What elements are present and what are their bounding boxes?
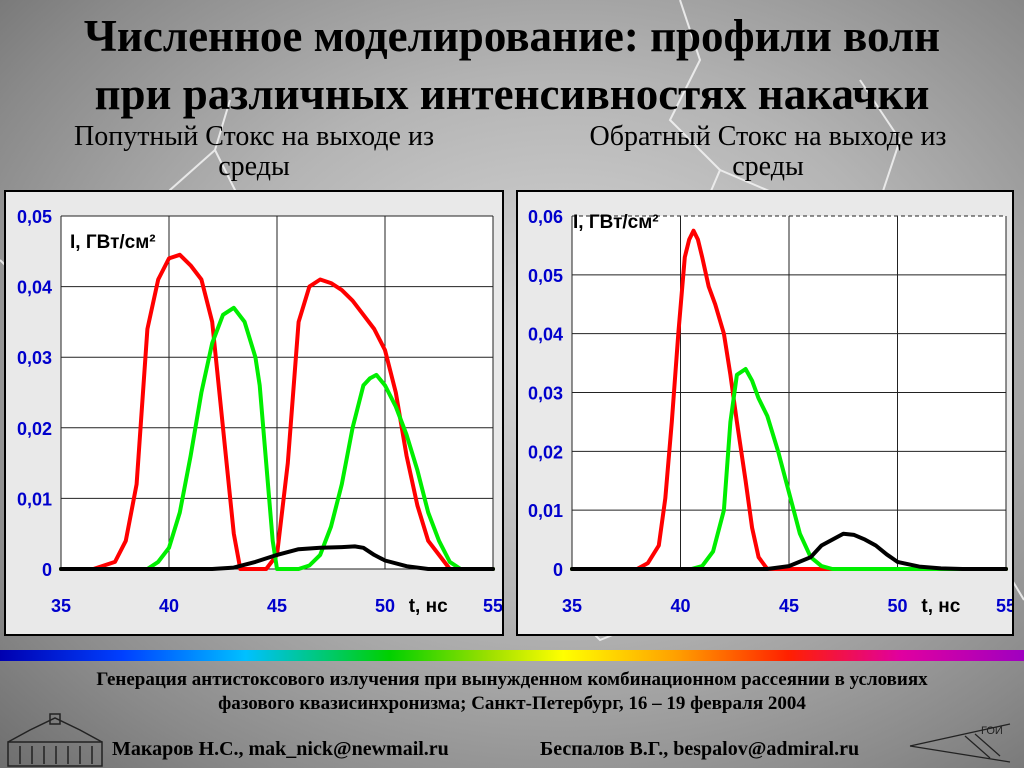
x-tick-label: 40 — [670, 596, 690, 616]
conference-line-2: фазового квазисинхронизма; Санкт-Петербу… — [218, 693, 806, 714]
goi-logo-icon: ГОИ — [909, 723, 1011, 763]
panel-1-subtitle: Попутный Стокс на выходе из среды — [4, 122, 504, 182]
y-tick-label: 0,02 — [17, 419, 52, 439]
panel-2-subtitle: Обратный Стокс на выходе из среды — [518, 122, 1018, 182]
author-2: Беспалов В.Г., bespalov@admiral.ru — [540, 738, 860, 760]
y-tick-label: 0,05 — [528, 266, 563, 286]
panel-1-subtitle-line-2: среды — [218, 151, 290, 182]
x-tick-label: 45 — [267, 596, 287, 616]
conference-line-1: Генерация антистоксового излучения при в… — [96, 669, 928, 690]
y-tick-label: 0 — [553, 560, 563, 580]
page-title-line-2: при различных интенсивностях накачки — [94, 69, 930, 119]
x-tick-label: 55 — [483, 596, 502, 616]
y-tick-label: 0,06 — [528, 207, 563, 227]
panel-2-subtitle-line-1: Обратный Стокс на выходе из — [589, 121, 947, 152]
series-line-green — [59, 305, 495, 571]
x-tick-label: 50 — [375, 596, 395, 616]
y-tick-label: 0,03 — [528, 384, 563, 404]
x-tick-label: 55 — [996, 596, 1012, 616]
y-tick-label: 0,05 — [17, 207, 52, 227]
y-tick-label: 0,04 — [17, 278, 52, 298]
x-axis-label: t, нс — [409, 596, 448, 617]
series-line-black — [59, 544, 495, 571]
panel-2-subtitle-line-2: среды — [732, 151, 804, 182]
y-tick-label: 0 — [42, 560, 52, 580]
y-tick-label: 0,04 — [528, 325, 563, 345]
y-tick-label: 0,01 — [17, 489, 52, 509]
x-tick-label: 45 — [779, 596, 799, 616]
y-tick-label: 0,02 — [528, 442, 563, 462]
series-line-black — [570, 531, 1008, 571]
chart-panel-backward-stokes: 35 40 45 50 55 0 0,01 0,02 0,03 0,04 0,05 0,06 I, ГВ… — [516, 190, 1014, 636]
author-1: Макаров Н.С., mak_nick@newmail.ru — [112, 738, 449, 760]
x-tick-label: 35 — [51, 596, 71, 616]
panel-1-subtitle-line-1: Попутный Стокс на выходе из — [73, 121, 435, 152]
conference-info: Генерация антистоксового излучения при в… — [0, 668, 1024, 716]
chart-panel-forward-stokes: 35 40 45 50 55 0 0,01 0,02 0,03 0,04 0,05 I, ГВт/см… — [4, 190, 504, 636]
x-tick-label: 35 — [562, 596, 582, 616]
y-axis-label: I, ГВт/см² — [573, 212, 659, 233]
x-tick-label: 40 — [159, 596, 179, 616]
chart-svg: 35 40 45 50 55 0 0,01 0,02 0,03 0,04 0,05 0,06 I, ГВ… — [528, 207, 1012, 617]
series-line-red — [570, 228, 1008, 571]
page-title-line-1: Численное моделирование: профили волн — [83, 11, 941, 61]
building-logo-icon — [7, 713, 103, 767]
series-line-green — [570, 367, 1008, 571]
y-tick-label: 0,01 — [528, 501, 563, 521]
rainbow-divider — [0, 650, 1024, 661]
y-tick-label: 0,03 — [17, 348, 52, 368]
chart-svg: 35 40 45 50 55 0 0,01 0,02 0,03 0,04 0,05 I, ГВт/см… — [17, 207, 502, 617]
y-axis-label: I, ГВт/см² — [70, 232, 156, 253]
x-tick-label: 50 — [887, 596, 907, 616]
goi-logo-text: ГОИ — [981, 725, 1003, 737]
x-axis-label: t, нс — [921, 596, 960, 617]
